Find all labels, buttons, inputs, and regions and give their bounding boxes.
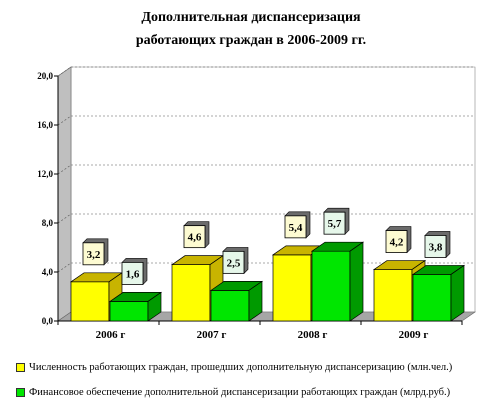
y-tick-label: 8,0 <box>42 218 54 228</box>
data-label-text: 4,6 <box>188 232 202 244</box>
data-label-2-1: 1,6 <box>121 258 148 286</box>
legend-swatch-2 <box>16 388 25 397</box>
y-axis: 0,0 4,0 8,0 12,0 16,0 20,0 <box>37 71 59 326</box>
bar-2-2 <box>209 280 264 322</box>
bar-front <box>412 274 452 322</box>
legend-entry-1: Численность работающих граждан, прошедши… <box>16 362 452 373</box>
bar-side <box>349 241 364 322</box>
bar-front <box>109 301 149 322</box>
x-tick-label: 2007 г <box>197 329 227 341</box>
data-label-1-1: 3,2 <box>82 238 109 266</box>
gridline-side <box>57 66 72 77</box>
bar-front <box>373 269 413 322</box>
data-label-text: 3,2 <box>87 249 101 261</box>
bar-side <box>450 264 465 322</box>
bar-2-3 <box>310 241 365 322</box>
data-label-1-3: 5,4 <box>284 211 311 239</box>
gridline-side <box>57 213 72 224</box>
bar-front <box>171 264 211 322</box>
data-label-text: 5,7 <box>328 218 342 230</box>
gridline-side <box>57 262 72 273</box>
bar-side <box>248 280 263 322</box>
gridline-side <box>57 164 72 175</box>
data-label-box <box>284 215 307 239</box>
y-tick-label: 16,0 <box>37 120 53 130</box>
legend-swatch-1 <box>16 363 25 372</box>
y-tick-label: 12,0 <box>37 169 53 179</box>
bar-front <box>210 290 250 322</box>
bar-front <box>311 250 351 322</box>
data-label-2-2: 2,5 <box>222 247 249 275</box>
side-wall <box>57 66 72 322</box>
data-label-box <box>82 242 105 266</box>
chart-title-line-2: работающих граждан в 2006-2009 гг. <box>135 33 367 48</box>
data-label-text: 1,6 <box>126 268 140 280</box>
x-tick-label: 2008 г <box>298 329 328 341</box>
data-label-2-4: 3,8 <box>424 231 451 259</box>
x-tick-label: 2006 г <box>96 329 126 341</box>
chart-title-line-1: Дополнительная диспансеризация <box>141 10 361 25</box>
bar-side <box>147 291 162 322</box>
x-tick-label: 2009 г <box>399 329 429 341</box>
data-label-1-4: 4,2 <box>385 226 412 254</box>
legend-entry-2: Финансовое обеспечение дополнительной ди… <box>16 387 450 398</box>
data-label-box <box>385 230 408 253</box>
legend-label-2: Финансовое обеспечение дополнительной ди… <box>29 387 451 398</box>
data-label-box <box>121 261 144 285</box>
bar-front <box>70 281 110 322</box>
data-label-text: 5,4 <box>289 222 303 234</box>
y-tick-label: 0,0 <box>42 316 54 326</box>
bar-front <box>272 254 312 322</box>
bar-2-4 <box>411 264 466 322</box>
bar-2-1 <box>108 291 163 322</box>
data-label-text: 2,5 <box>227 257 241 269</box>
data-label-box <box>222 250 245 274</box>
data-label-box <box>424 235 447 258</box>
gridline-side <box>57 115 72 126</box>
data-label-box <box>183 225 206 249</box>
data-label-2-3: 5,7 <box>323 207 350 235</box>
bars <box>69 241 466 322</box>
y-tick-label: 20,0 <box>37 71 53 81</box>
data-label-1-2: 4,6 <box>183 221 210 249</box>
y-tick-label: 4,0 <box>42 267 54 277</box>
data-labels: 3,2 1,6 4,6 2,5 5,4 5,7 4,2 3,8 <box>82 207 451 286</box>
data-label-box <box>323 211 346 235</box>
data-label-text: 3,8 <box>429 241 443 253</box>
x-axis: 2006 г 2007 г 2008 г 2009 г <box>57 320 463 341</box>
legend-label-1: Численность работающих граждан, прошедши… <box>29 362 453 373</box>
data-label-text: 4,2 <box>390 237 404 249</box>
